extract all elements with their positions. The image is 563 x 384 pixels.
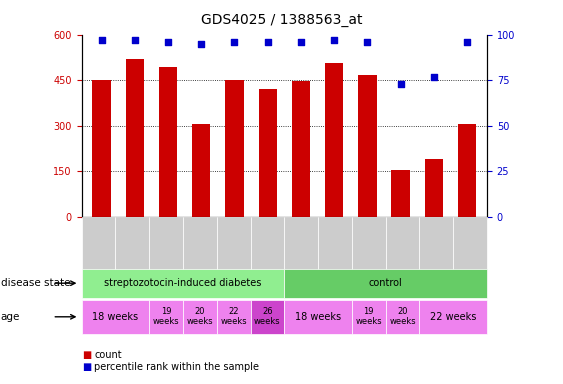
Point <box>196 41 205 47</box>
Point <box>263 39 272 45</box>
Point <box>297 39 306 45</box>
Text: control: control <box>369 278 403 288</box>
Bar <box>92 79 111 217</box>
Text: GDS4025 / 1388563_at: GDS4025 / 1388563_at <box>201 13 362 27</box>
Bar <box>458 124 476 217</box>
Bar <box>258 89 277 217</box>
Bar <box>192 124 211 217</box>
Point <box>396 81 405 87</box>
Text: 22 weeks: 22 weeks <box>430 312 476 322</box>
Bar <box>391 170 410 217</box>
Point <box>363 39 372 45</box>
Bar <box>292 81 310 217</box>
Point <box>97 37 106 43</box>
Bar <box>425 159 443 217</box>
Bar <box>225 79 244 217</box>
Bar <box>126 59 144 217</box>
Bar <box>159 68 177 217</box>
Text: count: count <box>94 350 122 360</box>
Point <box>230 39 239 45</box>
Text: 26
weeks: 26 weeks <box>254 307 281 326</box>
Text: disease state: disease state <box>1 278 70 288</box>
Text: ■: ■ <box>82 350 91 360</box>
Text: 19
weeks: 19 weeks <box>153 307 180 326</box>
Point <box>163 39 172 45</box>
Point <box>463 39 472 45</box>
Text: 19
weeks: 19 weeks <box>355 307 382 326</box>
Point <box>330 37 339 43</box>
Point <box>430 73 439 79</box>
Text: ■: ■ <box>82 362 91 372</box>
Bar <box>325 63 343 217</box>
Point <box>130 37 139 43</box>
Text: 22
weeks: 22 weeks <box>220 307 247 326</box>
Bar <box>358 75 377 217</box>
Text: 20
weeks: 20 weeks <box>186 307 213 326</box>
Text: percentile rank within the sample: percentile rank within the sample <box>94 362 259 372</box>
Text: age: age <box>1 312 20 322</box>
Text: 18 weeks: 18 weeks <box>295 312 341 322</box>
Text: 18 weeks: 18 weeks <box>92 312 138 322</box>
Text: streptozotocin-induced diabetes: streptozotocin-induced diabetes <box>104 278 262 288</box>
Text: 20
weeks: 20 weeks <box>389 307 416 326</box>
